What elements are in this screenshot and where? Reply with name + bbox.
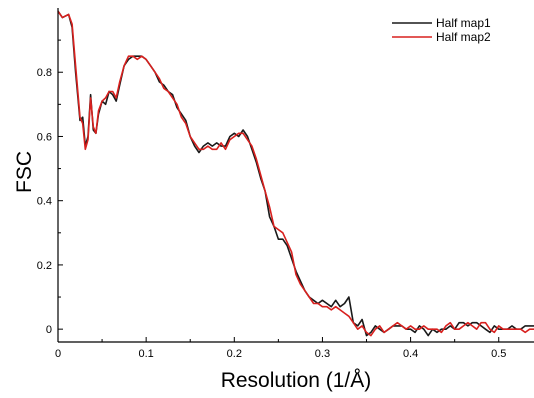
y-tick-label: 0.8: [37, 67, 52, 79]
x-tick-label: 0.1: [138, 348, 153, 360]
y-tick-label: 0: [46, 324, 52, 336]
legend-label-1: Half map1: [436, 16, 491, 30]
ticks: 0 0.1 0.2 0.3 0.4 0.5 0 0.2 0.4 0.6 0.8: [37, 39, 506, 360]
series-line-1: [57, 10, 534, 337]
x-tick-label: 0.4: [403, 348, 418, 360]
legend-label-2: Half map2: [436, 30, 491, 44]
x-tick-label: 0: [55, 348, 61, 360]
y-tick-label: 0.4: [37, 196, 52, 208]
y-tick-label: 0.2: [37, 260, 52, 272]
x-tick-label: 0.2: [227, 348, 242, 360]
series-line-2: [57, 10, 534, 337]
x-axis-title: Resolution (1/Å): [221, 369, 372, 392]
plot-lines: [57, 10, 534, 337]
y-axis-title: FSC: [13, 151, 36, 193]
x-tick-label: 0.3: [315, 348, 330, 360]
x-tick-label: 0.5: [491, 348, 506, 360]
y-tick-label: 0.6: [37, 131, 52, 143]
